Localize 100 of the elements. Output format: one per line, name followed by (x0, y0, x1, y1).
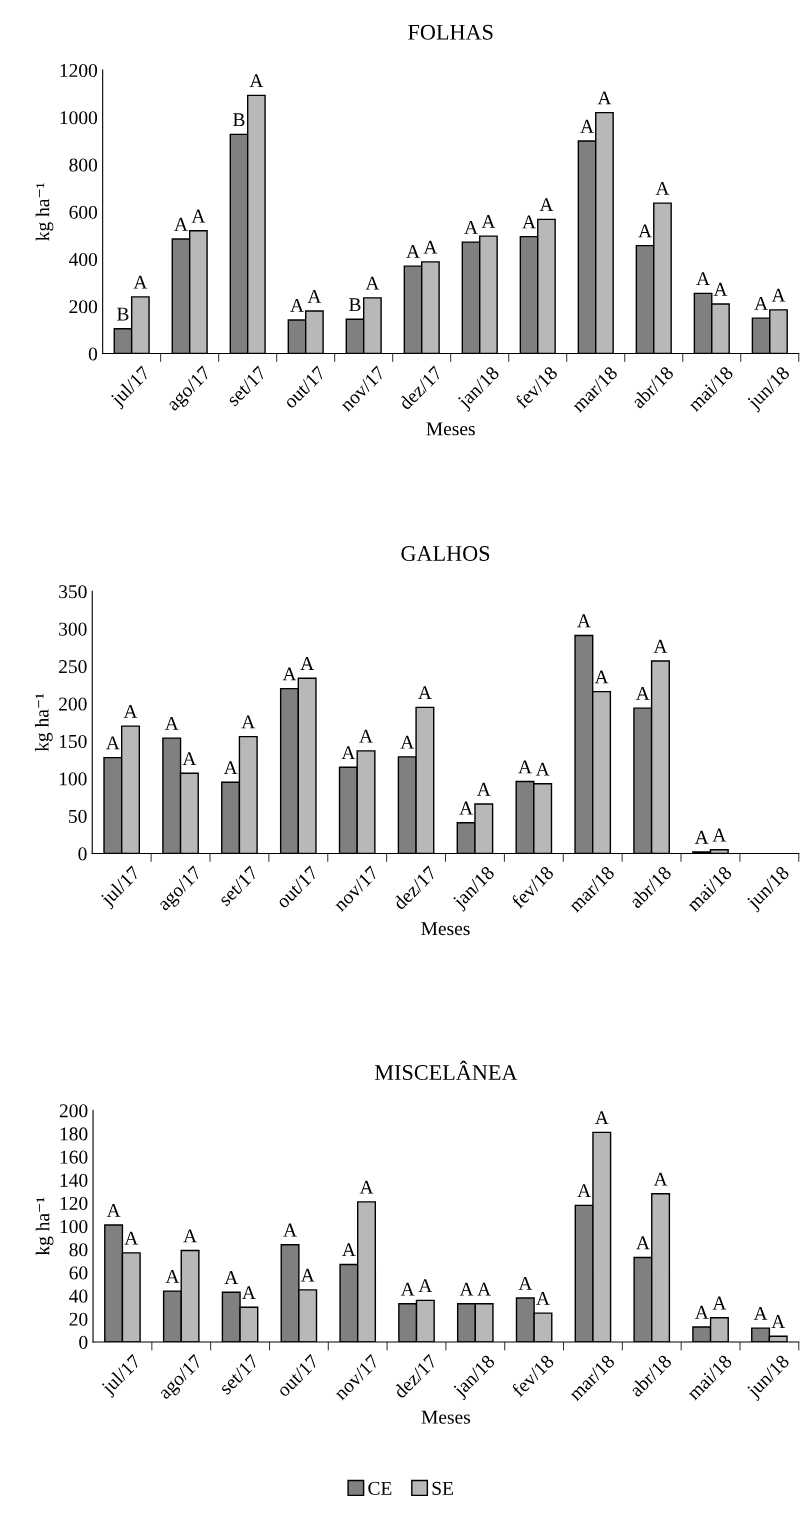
data-label: B (349, 298, 361, 312)
data-label: A (597, 91, 612, 105)
data-label: A (464, 220, 478, 234)
data-label: A (282, 667, 297, 681)
data-label: A (712, 828, 727, 842)
y-tick-label: 300 (59, 622, 87, 636)
data-label: A (242, 1286, 256, 1299)
data-label: A (522, 215, 536, 229)
data-label: A (753, 1306, 768, 1320)
data-label: A (406, 245, 420, 258)
data-label: A (477, 1282, 492, 1296)
y-tick-label: 100 (59, 772, 87, 786)
data-label: A (694, 830, 709, 844)
legend-label: SE (432, 1481, 453, 1495)
chart-title: MISCELÂNEA (374, 1060, 518, 1081)
y-tick-label: 0 (79, 1335, 88, 1349)
data-label: A (290, 298, 304, 312)
data-label: A (536, 1291, 550, 1305)
y-axis-title: kg ha⁻¹ (34, 693, 53, 752)
data-label: A (223, 761, 238, 774)
data-label: A (535, 762, 550, 776)
data-label: A (359, 1180, 374, 1194)
data-label: A (655, 181, 670, 195)
data-label: A (771, 288, 786, 302)
data-label: A (423, 240, 438, 254)
y-tick-label: 160 (60, 1150, 88, 1164)
data-label: A (241, 715, 256, 729)
data-label: A (481, 215, 496, 228)
y-tick-label: 0 (78, 847, 87, 861)
data-label: A (283, 1223, 297, 1237)
data-label: A (476, 782, 491, 796)
y-tick-label: 400 (69, 252, 98, 267)
data-label: A (300, 657, 315, 670)
data-label: A (594, 670, 609, 684)
y-tick-label: 80 (69, 1243, 88, 1257)
data-label: A (653, 1172, 668, 1186)
data-label: A (106, 736, 120, 750)
y-axis-title: kg ha⁻¹ (35, 183, 54, 241)
y-tick-label: 600 (69, 205, 98, 219)
data-label: A (594, 1111, 609, 1125)
y-tick-label: 200 (59, 1104, 88, 1118)
data-label: B (233, 113, 245, 127)
x-axis-title: Meses (426, 422, 475, 436)
data-label: A (300, 1268, 315, 1282)
data-label: A (182, 752, 197, 765)
y-tick-label: 250 (59, 660, 87, 674)
data-label: A (638, 224, 652, 238)
data-label: A (635, 687, 650, 700)
y-axis-title: kg ha⁻¹ (35, 1197, 54, 1256)
data-label: A (174, 217, 188, 231)
y-tick-label: 140 (60, 1173, 88, 1187)
data-label: A (342, 1243, 356, 1257)
legend-label: CE (368, 1481, 392, 1495)
data-label: A (696, 272, 710, 286)
data-label: A (106, 1203, 121, 1217)
y-tick-label: 180 (60, 1127, 88, 1141)
y-tick-label: 1200 (60, 63, 98, 78)
y-tick-label: 350 (59, 585, 87, 599)
data-label: A (400, 1282, 415, 1296)
data-label: B (117, 307, 129, 321)
data-label: A (694, 1305, 709, 1319)
data-label: A (771, 1315, 786, 1328)
y-tick-label: 800 (69, 158, 98, 172)
data-label: A (191, 209, 206, 223)
data-label: A (577, 614, 591, 628)
data-label: A (183, 1229, 197, 1243)
data-label: A (359, 729, 373, 743)
y-tick-label: 200 (59, 697, 87, 711)
y-tick-label: 60 (69, 1266, 88, 1280)
data-label: A (713, 282, 728, 296)
data-label: A (400, 735, 415, 749)
y-tick-label: 150 (59, 734, 87, 749)
data-label: A (459, 1282, 474, 1296)
y-tick-label: 20 (69, 1312, 88, 1326)
x-axis-title: Meses (421, 1410, 471, 1424)
y-tick-label: 0 (88, 347, 98, 361)
chart-title: GALHOS (401, 546, 490, 561)
data-label: A (365, 276, 380, 290)
data-label: A (418, 686, 432, 700)
data-label: A (459, 801, 473, 815)
y-tick-label: 100 (60, 1220, 88, 1234)
data-label: A (539, 198, 554, 212)
chart-title: FOLHAS (408, 24, 493, 40)
x-axis-title: Meses (421, 922, 470, 936)
data-label: A (164, 716, 179, 730)
data-label: A (224, 1271, 239, 1284)
data-label: A (123, 704, 138, 718)
data-label: A (249, 74, 264, 88)
data-label: A (165, 1269, 180, 1283)
data-label: A (341, 746, 356, 759)
data-label: A (580, 119, 594, 133)
data-label: A (418, 1279, 433, 1293)
data-label: A (636, 1236, 650, 1250)
y-tick-label: 1000 (60, 111, 98, 125)
data-label: A (133, 275, 148, 289)
y-tick-label: 50 (69, 809, 87, 823)
y-tick-label: 120 (60, 1196, 88, 1210)
data-label: A (518, 1276, 533, 1290)
data-label: A (307, 289, 322, 303)
data-label: A (124, 1231, 139, 1245)
